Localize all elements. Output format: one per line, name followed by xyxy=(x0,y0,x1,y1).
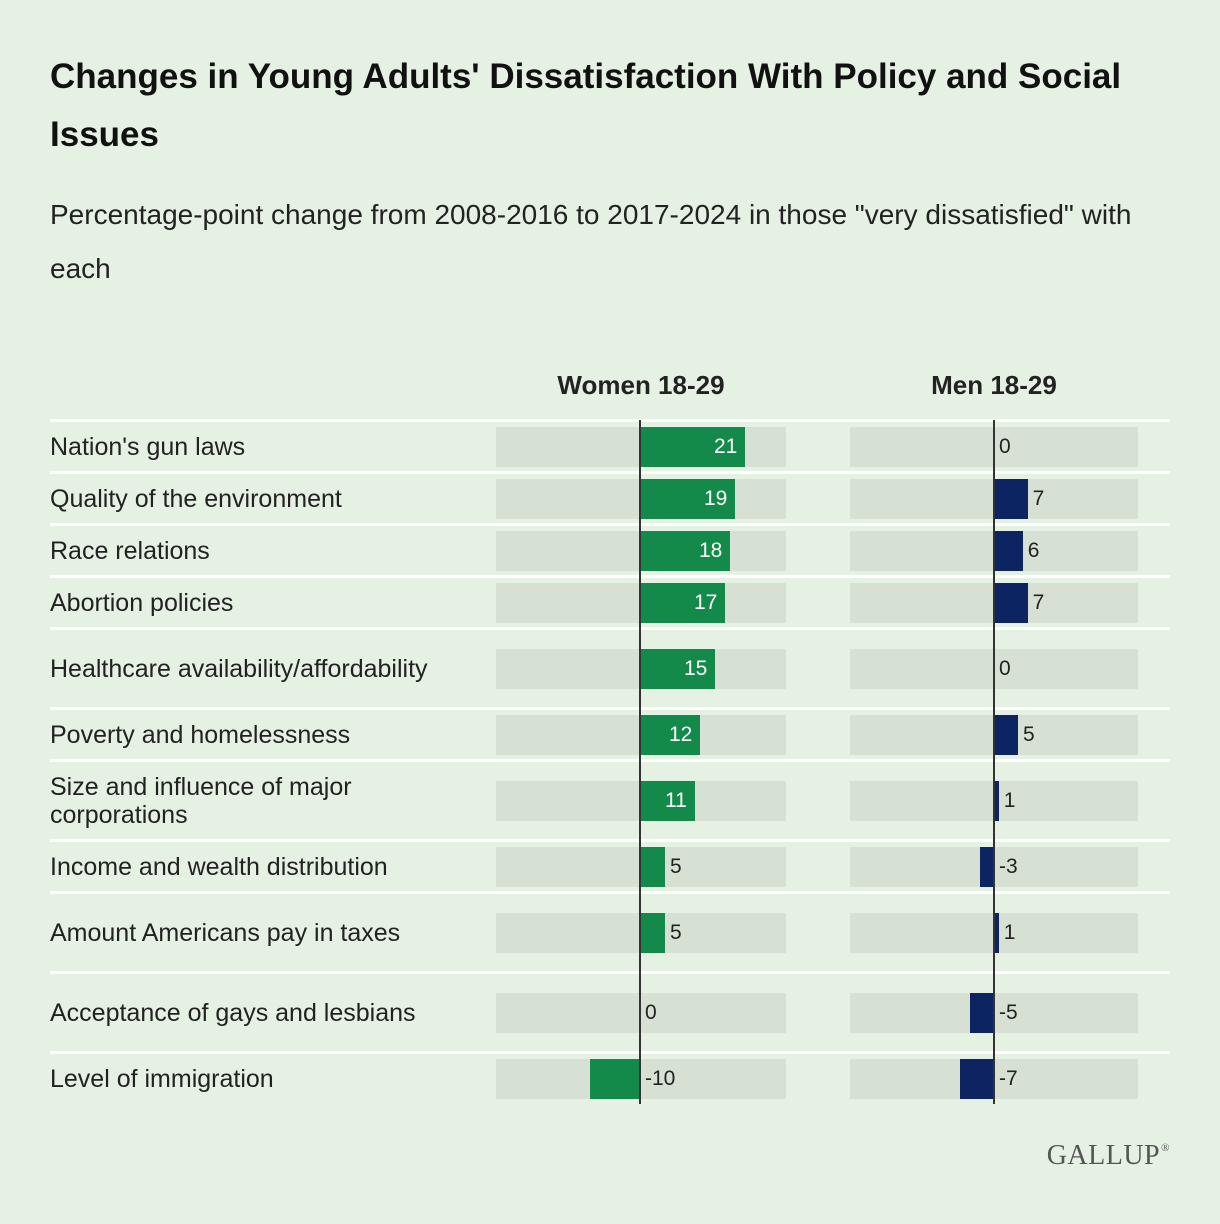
women-value-label: 17 xyxy=(694,591,718,614)
row-separator xyxy=(50,575,1170,578)
women-value-label: 21 xyxy=(714,435,738,458)
women-value-label: 18 xyxy=(699,539,723,562)
category-label: Poverty and homelessness xyxy=(50,721,351,749)
women-track xyxy=(496,993,786,1033)
men-bar xyxy=(994,781,999,821)
men-value-label: -3 xyxy=(999,855,1018,878)
women-value-label: -10 xyxy=(645,1067,676,1090)
men-value-label: 0 xyxy=(999,657,1011,680)
men-bar xyxy=(970,993,994,1033)
row-separator xyxy=(50,471,1170,474)
women-bar xyxy=(640,479,735,519)
men-bar xyxy=(994,531,1023,571)
category-label: Size and influence of major corporations xyxy=(50,773,352,829)
row-separator xyxy=(50,971,1170,974)
category-label: Quality of the environment xyxy=(50,485,342,513)
men-bar xyxy=(994,583,1028,623)
women-bar xyxy=(640,649,715,689)
men-bar xyxy=(960,1059,994,1099)
category-label: Nation's gun laws xyxy=(50,433,246,461)
men-column-header: Men 18-29 xyxy=(931,370,1057,400)
category-label: Amount Americans pay in taxes xyxy=(50,919,401,947)
men-bar xyxy=(994,913,999,953)
category-label: Acceptance of gays and lesbians xyxy=(50,999,416,1027)
category-label: Healthcare availability/affordability xyxy=(50,655,428,683)
chart-subtitle: Percentage-point change from 2008-2016 t… xyxy=(50,199,1132,284)
row-separator xyxy=(50,523,1170,526)
men-value-label: -5 xyxy=(999,1001,1018,1024)
men-value-label: 0 xyxy=(999,435,1011,458)
women-bar xyxy=(640,781,695,821)
men-value-label: 6 xyxy=(1027,539,1040,562)
women-bar xyxy=(640,847,665,887)
women-value-label: 5 xyxy=(670,855,682,878)
category-label: Income and wealth distribution xyxy=(50,853,388,881)
men-value-label: 1 xyxy=(1003,921,1016,944)
men-value-label: -7 xyxy=(999,1067,1018,1090)
women-value-label: 5 xyxy=(670,921,682,944)
category-label: Level of immigration xyxy=(50,1065,274,1093)
category-label: Abortion policies xyxy=(50,589,234,617)
row-separator xyxy=(50,1051,1170,1054)
women-value-label: 0 xyxy=(645,1001,657,1024)
row-separator xyxy=(50,759,1170,762)
women-track xyxy=(496,1059,786,1099)
row-separator xyxy=(50,891,1170,894)
row-separator xyxy=(50,627,1170,630)
women-bar xyxy=(590,1059,640,1099)
women-value-label: 15 xyxy=(684,657,708,680)
women-bar xyxy=(640,531,730,571)
women-value-label: 11 xyxy=(665,789,687,812)
row-separator xyxy=(50,707,1170,710)
women-value-label: 12 xyxy=(669,723,693,746)
category-label: Race relations xyxy=(50,537,210,565)
women-column-header: Women 18-29 xyxy=(557,370,725,400)
men-value-label: 7 xyxy=(1032,591,1045,614)
women-bar xyxy=(640,913,665,953)
men-value-label: 1 xyxy=(1003,789,1016,812)
women-bar xyxy=(640,583,725,623)
men-zero-line xyxy=(993,420,995,1104)
men-value-label: 5 xyxy=(1023,723,1035,746)
women-bar xyxy=(640,427,745,467)
men-bar xyxy=(979,847,994,887)
chart-title: Changes in Young Adults' Dissatisfaction… xyxy=(50,57,1122,154)
men-bar xyxy=(994,479,1028,519)
gallup-logo: GALLUP® xyxy=(1046,1140,1170,1171)
men-value-label: 7 xyxy=(1032,487,1045,510)
women-value-label: 19 xyxy=(704,487,728,510)
row-separator xyxy=(50,839,1170,842)
women-zero-line xyxy=(639,420,641,1104)
women-bar xyxy=(640,715,700,755)
row-separator xyxy=(50,419,1170,422)
men-bar xyxy=(994,715,1018,755)
